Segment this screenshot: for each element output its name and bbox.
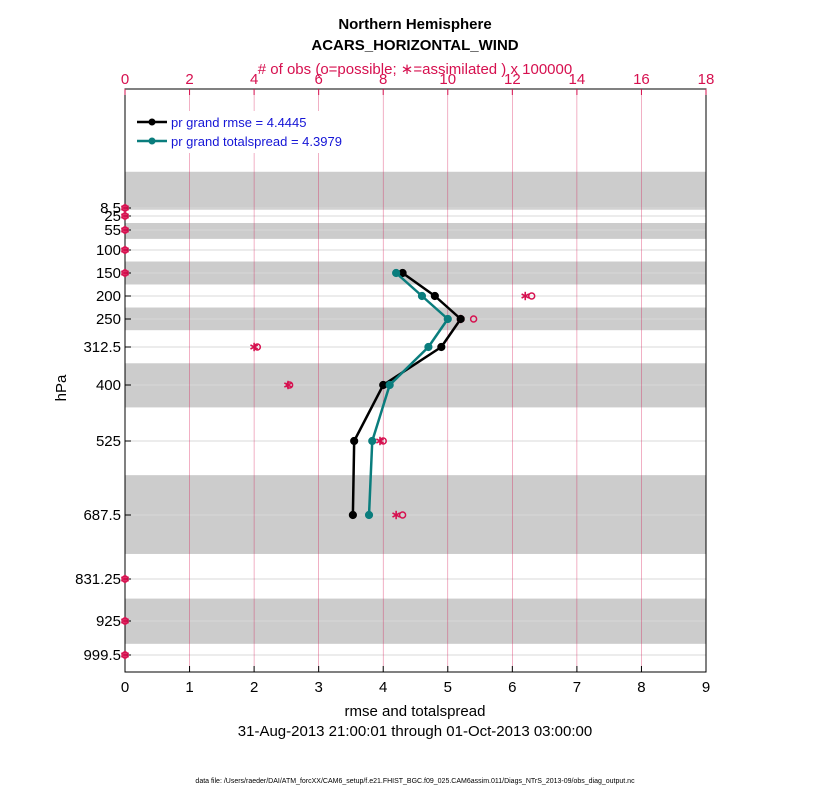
obs-assimilated-marker-0 (120, 203, 130, 213)
asterisk-stroke-13-2 (120, 652, 130, 658)
obs-assimilated-marker-5 (521, 291, 530, 301)
bottom-tick-label-0: 0 (121, 679, 129, 696)
top-tick-label-1: 2 (185, 71, 193, 88)
obs-assimilated-marker-9 (375, 436, 385, 446)
chart-title: Northern Hemisphere (338, 16, 491, 33)
legend-entry-rmse: pr grand rmse = 4.4445 (171, 115, 307, 130)
obs-assimilated-marker-1 (120, 211, 130, 221)
date-range: 31-Aug-2013 21:00:01 through 01-Oct-2013… (238, 723, 592, 740)
series-lines (348, 268, 465, 520)
series-1-point-3 (424, 342, 433, 352)
axes-box (124, 88, 707, 673)
bottom-tick-label-1: 1 (185, 679, 193, 696)
legend-marker-totalspread (148, 137, 156, 145)
obs-assimilated-marker-2 (120, 225, 130, 235)
bottom-tick-label-9: 9 (702, 679, 710, 696)
top-tick-label-2: 4 (250, 71, 258, 88)
x-axis-label: rmse and totalspread (345, 703, 486, 720)
obs-assimilated-marker-7 (250, 342, 259, 352)
y-tick-label-0: 8.5 (100, 200, 121, 217)
obs-possible-marker-5 (527, 292, 536, 300)
obs-assimilated-marker-4 (120, 268, 130, 278)
top-tick-label-7: 14 (569, 71, 586, 88)
series-0-point-6 (348, 510, 357, 520)
legend-entry-totalspread: pr grand totalspread = 4.3979 (171, 134, 342, 149)
shaded-band-1 (125, 223, 706, 239)
obs-assimilated-marker-10 (392, 510, 401, 520)
obs-assimilated-marker-13 (120, 650, 130, 660)
bottom-x-axis: 0 1 2 3 4 5 6 7 8 9 (121, 666, 710, 696)
level-gridlines (125, 207, 706, 656)
asterisk-stroke-1-2 (120, 213, 130, 219)
bottom-tick-label-8: 8 (637, 679, 645, 696)
legend: pr grand rmse = 4.4445 pr grand totalspr… (131, 111, 371, 153)
data-file-footnote: data file: /Users/raeder/DAI/ATM_forcXX/… (195, 778, 635, 785)
series-0-point-5 (350, 436, 359, 446)
obs-assimilated-marker-3 (120, 245, 130, 255)
top-tick-label-3: 6 (314, 71, 322, 88)
top-tick-label-6: 12 (504, 71, 521, 88)
series-1-point-6 (364, 510, 374, 520)
asterisk-stroke-11-2 (120, 576, 130, 582)
asterisk-stroke-5-2 (521, 293, 530, 299)
series-1-point-2 (443, 314, 452, 324)
top-tick-label-0: 0 (121, 71, 129, 88)
y-tick-label-4: 150 (96, 265, 121, 282)
obs-possible-marker-6 (469, 315, 478, 323)
top-tick-label-5: 10 (439, 71, 456, 88)
y-tick-label-13: 999.5 (83, 647, 121, 664)
series-1-point-5 (368, 436, 377, 446)
asterisk-stroke-12-2 (120, 618, 130, 624)
series-0-point-2 (456, 314, 465, 324)
shaded-band-0 (125, 171, 706, 210)
y-tick-label-1: 25 (104, 208, 121, 225)
series-0-point-1 (430, 291, 439, 301)
series-1-point-4 (385, 380, 394, 390)
y-tick-label-8: 400 (96, 377, 121, 394)
asterisk-stroke-2-2 (120, 227, 130, 233)
bottom-tick-label-5: 5 (444, 679, 452, 696)
obs-assimilated-marker-12 (120, 616, 130, 626)
top-tick-label-8: 16 (633, 71, 650, 88)
asterisk-stroke-10-2 (392, 512, 401, 518)
y-tick-label-11: 831.25 (75, 571, 121, 588)
y-tick-label-7: 312.5 (83, 339, 121, 356)
series-1-point-0 (392, 268, 401, 278)
series-1-point-1 (417, 291, 427, 301)
series-0-point-3 (437, 342, 446, 352)
y-axis-label: hPa (53, 374, 70, 401)
obs-assimilated-marker-11 (120, 574, 130, 584)
top-axis-label: # of obs (o=possible; ∗=assimilated ) x … (258, 61, 572, 78)
obs-assimilated-marker-8 (283, 380, 293, 390)
asterisk-stroke-3-2 (120, 247, 130, 253)
asterisk-stroke-0-2 (120, 205, 130, 211)
y-tick-label-3: 100 (96, 242, 121, 259)
asterisk-stroke-9-2 (375, 438, 385, 444)
y-tick-label-2: 55 (104, 222, 121, 239)
chart-subtitle: ACARS_HORIZONTAL_WIND (311, 37, 518, 54)
bottom-tick-label-3: 3 (314, 679, 322, 696)
y-tick-label-10: 687.5 (83, 507, 121, 524)
asterisk-stroke-7-2 (250, 344, 259, 350)
top-tick-label-4: 8 (379, 71, 387, 88)
y-tick-label-9: 525 (96, 433, 121, 450)
asterisk-stroke-8-2 (283, 382, 293, 388)
bottom-tick-label-7: 7 (573, 679, 581, 696)
top-tick-label-9: 18 (698, 71, 715, 88)
top-x-axis: 0 2 4 6 8 10 12 14 16 18 (121, 71, 715, 95)
y-tick-label-5: 200 (96, 288, 121, 305)
y-tick-label-6: 250 (96, 311, 121, 328)
legend-box (131, 111, 371, 153)
bottom-tick-label-4: 4 (379, 679, 387, 696)
legend-marker-rmse (148, 118, 156, 126)
shaded-bands (125, 171, 706, 644)
obs-possible-marker-10 (398, 511, 407, 519)
bottom-tick-label-6: 6 (508, 679, 516, 696)
bottom-tick-label-2: 2 (250, 679, 258, 696)
y-tick-label-12: 925 (96, 613, 121, 630)
asterisk-stroke-4-2 (120, 270, 130, 276)
